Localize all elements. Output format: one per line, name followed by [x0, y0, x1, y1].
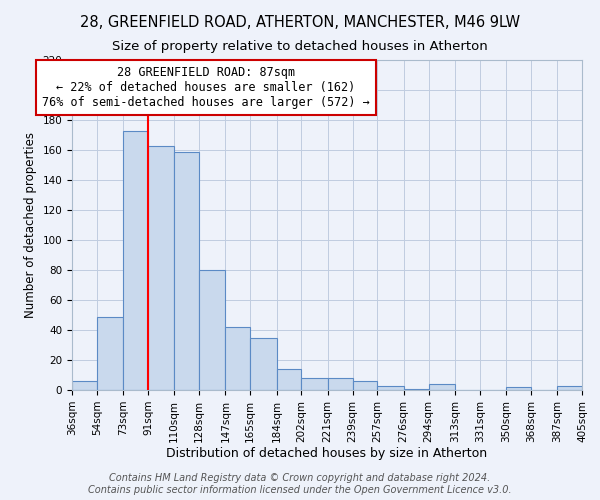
Bar: [97, 316, 123, 390]
Bar: [250, 338, 277, 390]
Bar: [353, 381, 377, 390]
Bar: [557, 386, 582, 390]
X-axis label: Distribution of detached houses by size in Atherton: Distribution of detached houses by size …: [166, 448, 488, 460]
Bar: [404, 388, 428, 390]
Bar: [277, 369, 301, 390]
Bar: [377, 386, 404, 390]
Bar: [148, 146, 174, 390]
Bar: [506, 387, 531, 390]
Bar: [428, 384, 455, 390]
Text: Size of property relative to detached houses in Atherton: Size of property relative to detached ho…: [112, 40, 488, 53]
Bar: [301, 378, 328, 390]
Bar: [72, 381, 97, 390]
Text: 28, GREENFIELD ROAD, ATHERTON, MANCHESTER, M46 9LW: 28, GREENFIELD ROAD, ATHERTON, MANCHESTE…: [80, 15, 520, 30]
Text: Contains HM Land Registry data © Crown copyright and database right 2024.
Contai: Contains HM Land Registry data © Crown c…: [88, 474, 512, 495]
Bar: [199, 270, 226, 390]
Text: 28 GREENFIELD ROAD: 87sqm
← 22% of detached houses are smaller (162)
76% of semi: 28 GREENFIELD ROAD: 87sqm ← 22% of detac…: [42, 66, 370, 109]
Bar: [123, 130, 148, 390]
Y-axis label: Number of detached properties: Number of detached properties: [24, 132, 37, 318]
Bar: [226, 327, 250, 390]
Bar: [328, 378, 353, 390]
Bar: [174, 152, 199, 390]
